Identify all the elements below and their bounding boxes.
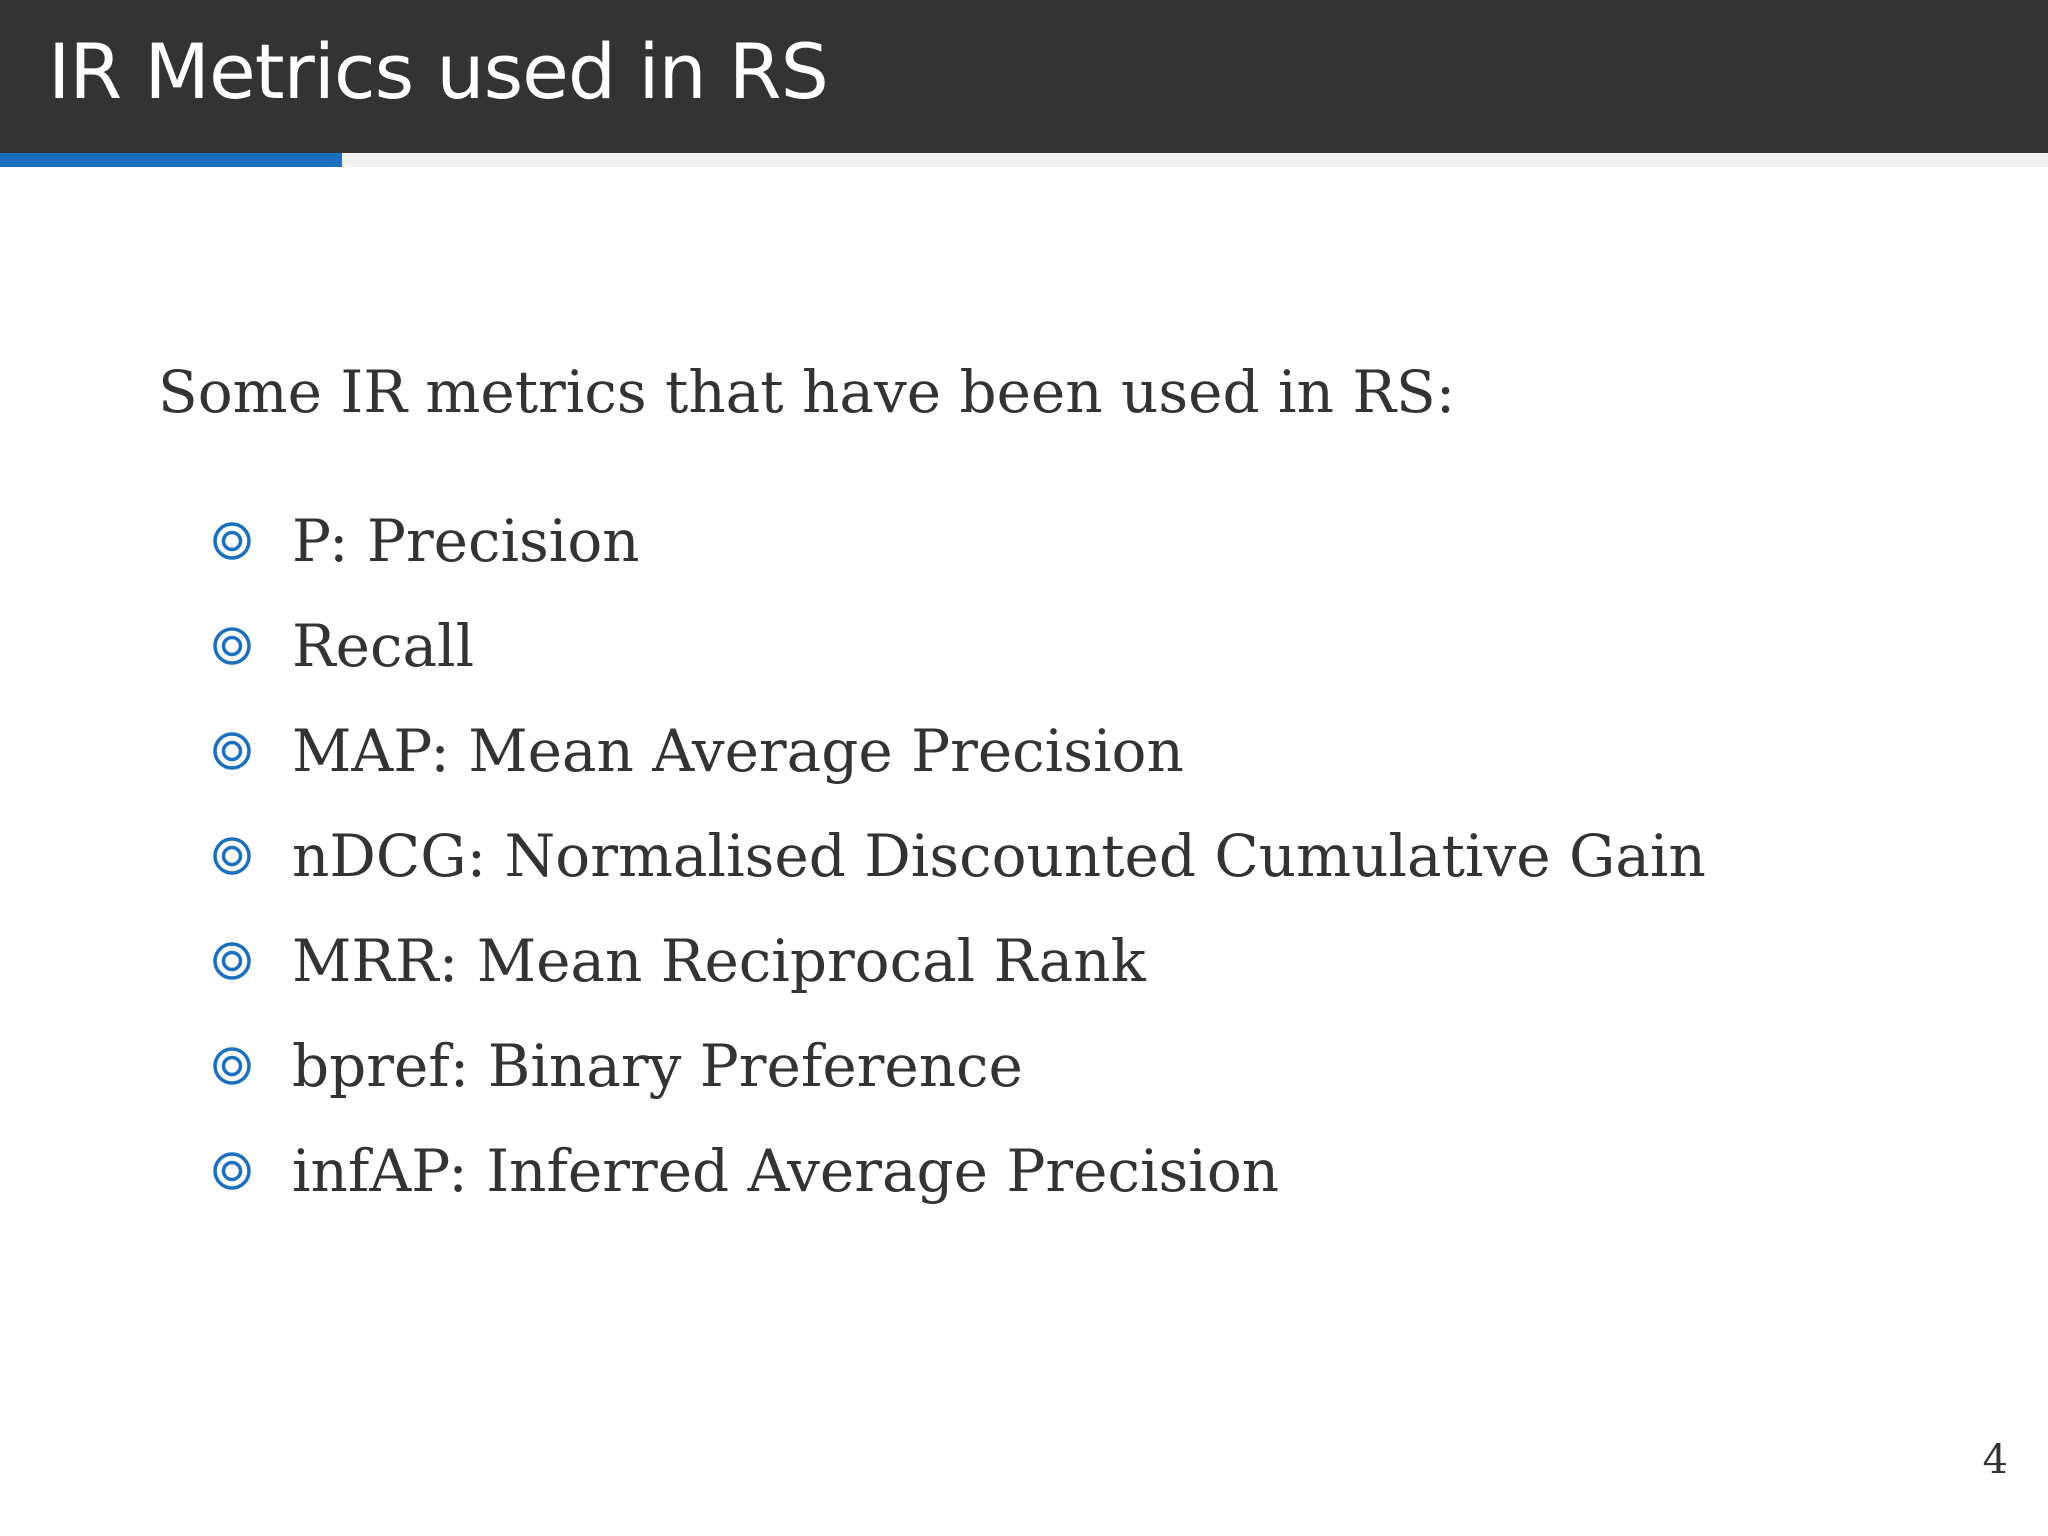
double-circle-bullet-icon — [213, 1151, 251, 1190]
list-item-label: MRR: Mean Reciprocal Rank — [292, 926, 1146, 995]
list-item: nDCG: Normalised Discounted Cumulative G… — [210, 803, 1706, 908]
list-item: MRR: Mean Reciprocal Rank — [210, 908, 1706, 1013]
list-item-label: Recall — [292, 611, 475, 680]
list-item: P: Precision — [210, 488, 1706, 593]
list-item: Recall — [210, 593, 1706, 698]
list-item-label: infAP: Inferred Average Precision — [292, 1136, 1280, 1205]
list-item: bpref: Binary Preference — [210, 1013, 1706, 1118]
list-item-label: nDCG: Normalised Discounted Cumulative G… — [292, 821, 1706, 890]
list-item-label: P: Precision — [292, 506, 640, 575]
list-item: infAP: Inferred Average Precision — [210, 1118, 1706, 1223]
list-item-label: bpref: Binary Preference — [292, 1031, 1023, 1100]
double-circle-bullet-icon — [213, 731, 251, 770]
double-circle-bullet-icon — [213, 1046, 251, 1085]
double-circle-bullet-icon — [213, 626, 251, 665]
list-item-label: MAP: Mean Average Precision — [292, 716, 1184, 785]
metrics-list: P: Precision Recall MAP: Mean Average Prec… — [210, 488, 1706, 1223]
double-circle-bullet-icon — [213, 836, 251, 875]
progress-bar — [0, 153, 2048, 167]
double-circle-bullet-icon — [213, 521, 251, 560]
list-item: MAP: Mean Average Precision — [210, 698, 1706, 803]
double-circle-bullet-icon — [213, 941, 251, 980]
page-number: 4 — [1982, 1437, 2008, 1483]
progress-bar-fill — [0, 153, 343, 167]
slide-title: IR Metrics used in RS — [48, 27, 829, 116]
intro-text: Some IR metrics that have been used in R… — [158, 358, 1456, 426]
title-bar: IR Metrics used in RS — [0, 0, 2048, 153]
